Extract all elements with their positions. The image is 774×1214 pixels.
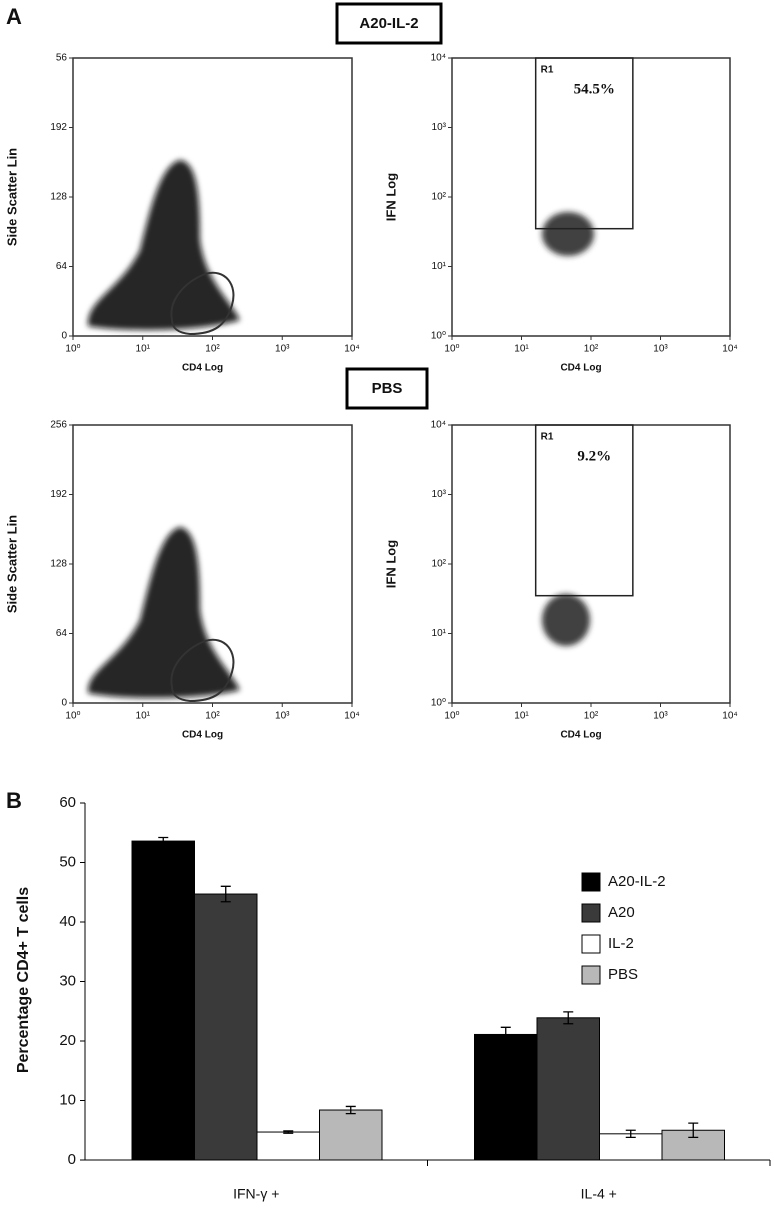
y-tick-label: 10²	[432, 192, 447, 203]
bar	[536, 1017, 600, 1161]
y-tick-label: 64	[56, 628, 68, 639]
y-tick-label: 256	[50, 420, 67, 431]
x-tick-label: 10²	[584, 711, 599, 722]
gate	[534, 57, 634, 230]
y-tick-label: 10²	[432, 559, 447, 570]
legend-label: A20	[608, 904, 635, 921]
legend-label: A20-IL-2	[608, 873, 666, 890]
y-axis-label: Side Scatter Lin	[4, 515, 19, 613]
x-axis-label: CD4 Log	[182, 363, 223, 374]
y-axis-label: Percentage CD4+ T cells	[15, 887, 32, 1073]
error-bar	[500, 1026, 511, 1043]
y-tick-label: 10³	[432, 122, 447, 133]
x-tick-label: 10¹	[136, 711, 151, 722]
x-tick-label: 10⁰	[65, 711, 80, 722]
y-tick-label: 128	[50, 192, 67, 203]
x-tick-label: 10¹	[514, 711, 529, 722]
y-tick-label: 10¹	[432, 628, 447, 639]
gate-percentage: 9.2%	[577, 448, 611, 464]
bar	[194, 893, 258, 1161]
y-tick-label: 20	[59, 1032, 76, 1049]
plot-frame	[451, 424, 731, 704]
y-tick-label: 0	[68, 1151, 76, 1168]
error-bar	[345, 1105, 356, 1115]
x-tick-label: IL-4 +	[581, 1186, 617, 1202]
x-tick-label: 10¹	[136, 344, 151, 355]
group-title-box	[335, 2, 443, 45]
y-tick-label: 128	[50, 559, 67, 570]
x-tick-label: 10¹	[514, 344, 529, 355]
y-axis-label: Side Scatter Lin	[4, 148, 19, 246]
y-axis-label: IFN Log	[383, 540, 398, 588]
gate-percentage: 54.5%	[574, 81, 615, 97]
x-axis-label: CD4 Log	[560, 363, 601, 374]
event-cloud	[87, 160, 594, 698]
y-tick-label: 0	[61, 331, 67, 342]
y-tick-label: 0	[61, 698, 67, 709]
legend-swatch	[581, 903, 601, 923]
y-tick-label: 60	[59, 794, 76, 811]
error-bar	[220, 885, 231, 903]
y-tick-label: 40	[59, 913, 76, 930]
error-bar	[283, 1130, 294, 1134]
error-bar	[688, 1122, 699, 1139]
ssc-gate	[170, 271, 235, 703]
y-tick-label: 50	[59, 853, 76, 870]
x-tick-label: 10²	[205, 344, 220, 355]
y-tick-label: 10³	[432, 489, 447, 500]
panel-label: B	[6, 788, 22, 813]
bar	[131, 840, 195, 1161]
group-title: PBS	[372, 380, 403, 397]
x-axis-label: CD4 Log	[560, 730, 601, 741]
x-tick-label: 10³	[275, 344, 290, 355]
y-tick-label: 10⁰	[431, 698, 446, 709]
y-tick-label: 30	[59, 972, 76, 989]
legend-swatch	[581, 934, 601, 954]
group-title: A20-IL-2	[359, 15, 418, 32]
x-tick-label: 10⁰	[444, 711, 459, 722]
bar	[256, 1131, 320, 1161]
legend-label: IL-2	[608, 935, 634, 952]
y-tick-label: 10¹	[432, 261, 447, 272]
x-tick-label: 10²	[584, 344, 599, 355]
y-tick-label: 192	[50, 122, 67, 133]
gate-label: R1	[541, 65, 554, 76]
legend-label: PBS	[608, 966, 638, 983]
y-axis-label: IFN Log	[383, 173, 398, 221]
x-tick-label: 10⁰	[444, 344, 459, 355]
y-tick-label: 10	[59, 1091, 76, 1108]
y-tick-label: 10⁰	[431, 331, 446, 342]
group-title-box	[345, 367, 429, 410]
error-bar	[625, 1129, 636, 1139]
x-axis-label: CD4 Log	[182, 730, 223, 741]
y-tick-label: 192	[50, 489, 67, 500]
x-tick-label: 10⁴	[722, 344, 737, 355]
x-tick-label: 10⁴	[344, 711, 359, 722]
y-tick-label: 10⁴	[431, 420, 446, 431]
x-tick-label: 10⁰	[65, 344, 80, 355]
x-tick-label: IFN-γ +	[233, 1186, 279, 1202]
y-tick-label: 56	[56, 53, 68, 64]
legend-swatch	[581, 872, 601, 892]
gate-label: R1	[541, 432, 554, 443]
y-tick-label: 10⁴	[431, 53, 446, 64]
x-tick-label: 10²	[205, 711, 220, 722]
gate	[534, 424, 634, 597]
y-tick-label: 64	[56, 261, 68, 272]
x-tick-label: 10³	[653, 344, 668, 355]
x-tick-label: 10⁴	[344, 344, 359, 355]
plot-frame	[451, 57, 731, 337]
x-tick-label: 10³	[275, 711, 290, 722]
bar	[319, 1109, 383, 1161]
bar	[474, 1033, 538, 1161]
x-tick-label: 10⁴	[722, 711, 737, 722]
x-tick-label: 10³	[653, 711, 668, 722]
error-bar	[158, 836, 169, 846]
panel-label: A	[6, 4, 22, 29]
legend-swatch	[581, 965, 601, 985]
error-bar	[563, 1011, 574, 1025]
